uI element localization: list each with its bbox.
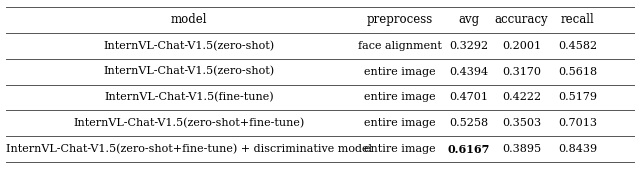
Text: 0.4701: 0.4701 — [450, 92, 488, 102]
Text: accuracy: accuracy — [495, 13, 548, 26]
Text: 0.5258: 0.5258 — [449, 118, 489, 128]
Text: InternVL-Chat-V1.5(fine-tune): InternVL-Chat-V1.5(fine-tune) — [104, 92, 274, 103]
Text: 0.4222: 0.4222 — [502, 92, 541, 102]
Text: preprocess: preprocess — [367, 13, 433, 26]
Text: 0.3503: 0.3503 — [502, 118, 541, 128]
Text: InternVL-Chat-V1.5(zero-shot): InternVL-Chat-V1.5(zero-shot) — [103, 66, 275, 77]
Text: 0.4394: 0.4394 — [449, 67, 489, 77]
Text: entire image: entire image — [364, 67, 436, 77]
Text: entire image: entire image — [364, 144, 436, 154]
Text: 0.5179: 0.5179 — [559, 92, 597, 102]
Text: 0.2001: 0.2001 — [502, 41, 541, 51]
Text: InternVL-Chat-V1.5(zero-shot+fine-tune) + discriminative model: InternVL-Chat-V1.5(zero-shot+fine-tune) … — [6, 144, 372, 154]
Text: 0.6167: 0.6167 — [448, 144, 490, 155]
Text: InternVL-Chat-V1.5(zero-shot+fine-tune): InternVL-Chat-V1.5(zero-shot+fine-tune) — [73, 118, 305, 129]
Text: face alignment: face alignment — [358, 41, 442, 51]
Text: entire image: entire image — [364, 118, 436, 128]
Text: 0.8439: 0.8439 — [558, 144, 598, 154]
Text: InternVL-Chat-V1.5(zero-shot): InternVL-Chat-V1.5(zero-shot) — [103, 40, 275, 51]
Text: avg: avg — [458, 13, 480, 26]
Text: 0.5618: 0.5618 — [558, 67, 598, 77]
Text: 0.3292: 0.3292 — [449, 41, 489, 51]
Text: 0.7013: 0.7013 — [559, 118, 597, 128]
Text: model: model — [170, 13, 207, 26]
Text: entire image: entire image — [364, 92, 436, 102]
Text: 0.3170: 0.3170 — [502, 67, 541, 77]
Text: recall: recall — [561, 13, 595, 26]
Text: 0.3895: 0.3895 — [502, 144, 541, 154]
Text: 0.4582: 0.4582 — [558, 41, 598, 51]
